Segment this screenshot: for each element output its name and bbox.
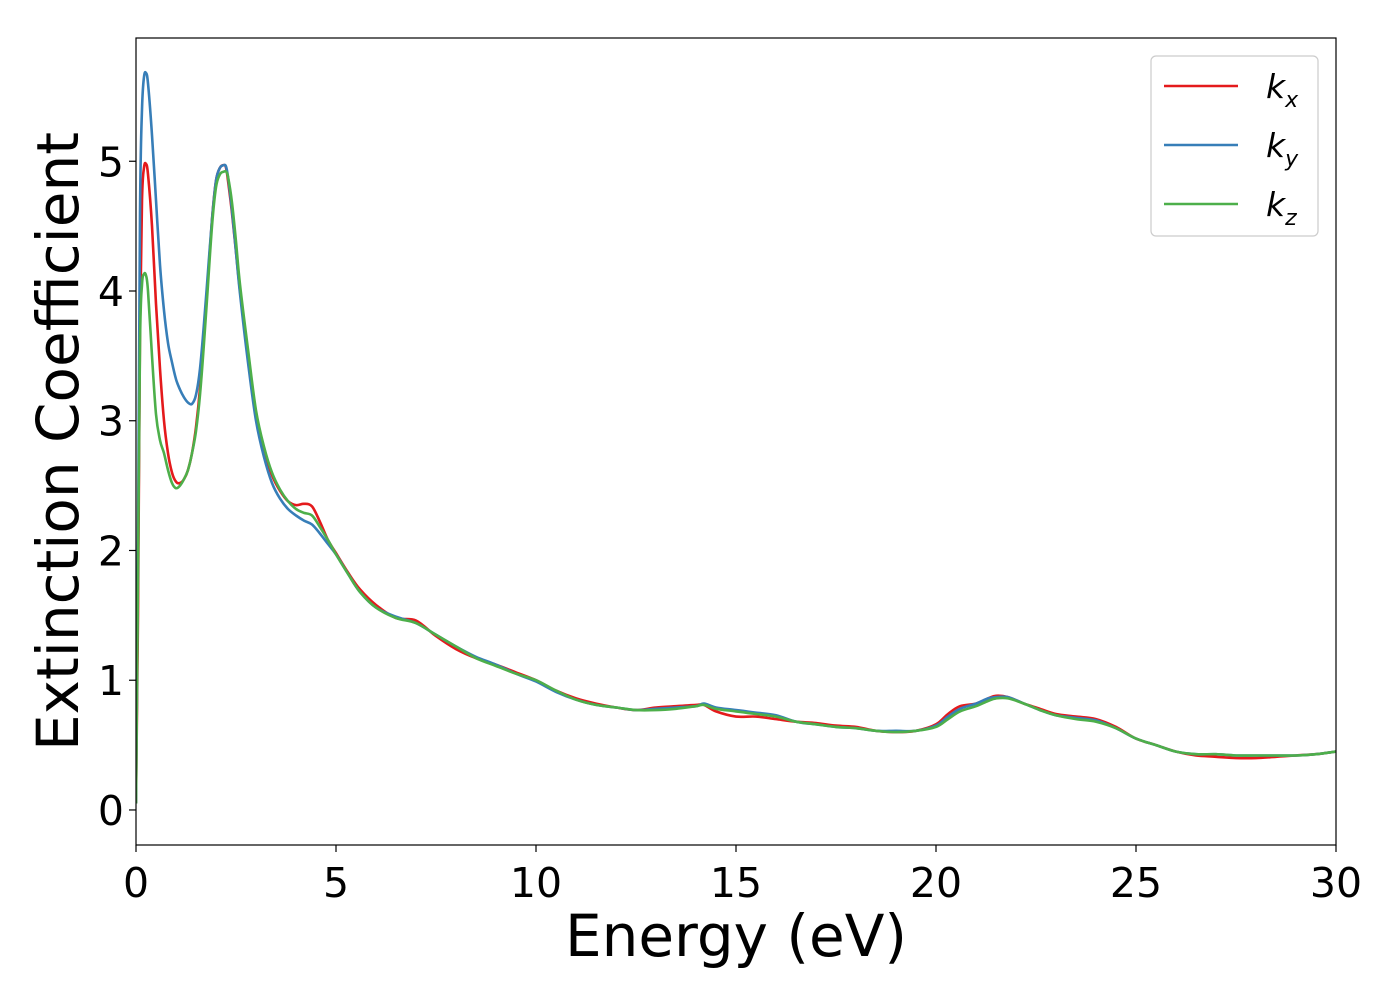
legend-label-kx: kx [1266,67,1299,113]
series-line-kz [136,169,1336,804]
x-tick-label: 0 [123,859,149,907]
x-tick-label: 5 [323,859,349,907]
series-line-kx [136,161,1336,804]
x-axis-title: Energy (eV) [565,902,907,970]
y-tick-label: 1 [98,657,124,705]
legend-label-kz: kz [1266,185,1297,231]
legend: kx ky kz [1150,55,1319,237]
x-tick-label: 10 [510,859,562,907]
y-tick-label: 0 [98,787,124,835]
x-tick-label: 30 [1310,859,1362,907]
y-tick-label: 2 [98,527,124,575]
x-tick-label: 25 [1110,859,1162,907]
y-tick-label: 5 [98,138,124,186]
y-tick-label: 3 [98,398,124,446]
y-tick-label: 4 [98,268,124,316]
x-tick-label: 20 [910,859,962,907]
x-tick-label: 15 [710,859,762,907]
legend-label-ky: ky [1266,126,1299,172]
y-axis-title: Extinction Coefficient [24,132,92,751]
